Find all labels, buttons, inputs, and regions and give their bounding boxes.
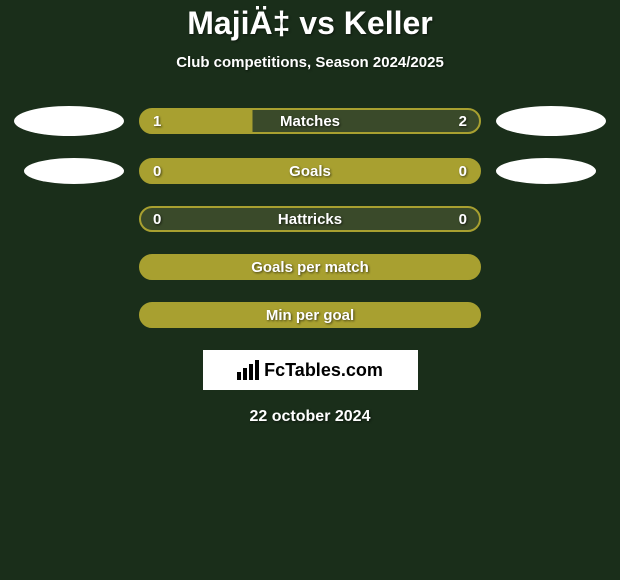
matches-bar: 1 Matches 2 [139, 108, 481, 134]
date-text: 22 october 2024 [0, 408, 620, 426]
hattricks-right-value: 0 [459, 211, 467, 228]
matches-right-value: 2 [459, 113, 467, 130]
player-right-avatar-small [496, 158, 596, 184]
mpg-label: Min per goal [266, 307, 354, 324]
goals-left-value: 0 [153, 163, 161, 180]
player-right-avatar [496, 106, 606, 136]
matches-left-value: 1 [153, 113, 161, 130]
page-title: MajiÄ‡ vs Keller [0, 5, 620, 42]
goals-per-match-row: Goals per match [0, 254, 620, 280]
logo-box: FcTables.com [203, 350, 418, 390]
goals-label: Goals [289, 163, 331, 180]
goals-per-match-bar: Goals per match [139, 254, 481, 280]
chart-icon [237, 360, 259, 380]
player-left-avatar [14, 106, 124, 136]
subtitle: Club competitions, Season 2024/2025 [0, 54, 620, 71]
hattricks-label: Hattricks [278, 211, 342, 228]
hattricks-bar: 0 Hattricks 0 [139, 206, 481, 232]
goals-right-value: 0 [459, 163, 467, 180]
hattricks-row: 0 Hattricks 0 [0, 206, 620, 232]
goals-row: 0 Goals 0 [0, 158, 620, 184]
gpm-label: Goals per match [251, 259, 369, 276]
hattricks-left-value: 0 [153, 211, 161, 228]
matches-row: 1 Matches 2 [0, 106, 620, 136]
min-per-goal-bar: Min per goal [139, 302, 481, 328]
min-per-goal-row: Min per goal [0, 302, 620, 328]
goals-bar: 0 Goals 0 [139, 158, 481, 184]
player-left-avatar-small [24, 158, 124, 184]
matches-label: Matches [280, 113, 340, 130]
logo-text: FcTables.com [264, 360, 383, 381]
